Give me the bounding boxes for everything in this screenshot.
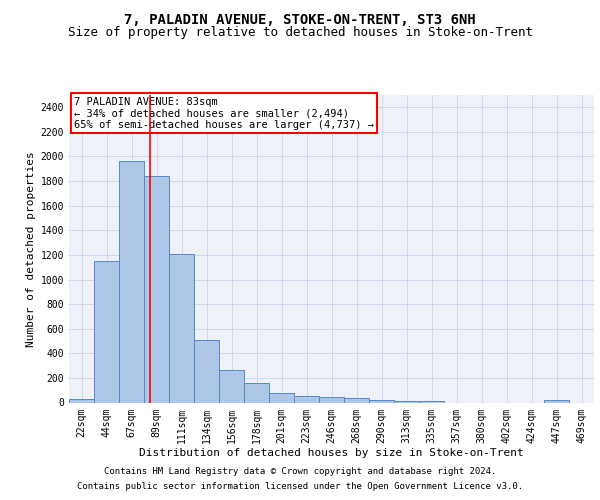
Text: Size of property relative to detached houses in Stoke-on-Trent: Size of property relative to detached ho… <box>67 26 533 39</box>
Bar <box>344 398 369 402</box>
Bar <box>69 399 94 402</box>
Bar <box>119 162 144 402</box>
Bar <box>269 392 294 402</box>
Text: Contains public sector information licensed under the Open Government Licence v3: Contains public sector information licen… <box>77 482 523 491</box>
Bar <box>194 340 219 402</box>
Y-axis label: Number of detached properties: Number of detached properties <box>26 151 37 346</box>
Bar <box>94 261 119 402</box>
Bar <box>169 254 194 402</box>
Text: Contains HM Land Registry data © Crown copyright and database right 2024.: Contains HM Land Registry data © Crown c… <box>104 467 496 476</box>
Bar <box>394 400 419 402</box>
Bar <box>369 400 394 402</box>
Bar <box>219 370 244 402</box>
Bar <box>319 397 344 402</box>
Text: 7 PALADIN AVENUE: 83sqm
← 34% of detached houses are smaller (2,494)
65% of semi: 7 PALADIN AVENUE: 83sqm ← 34% of detache… <box>74 96 374 130</box>
Bar <box>294 396 319 402</box>
X-axis label: Distribution of detached houses by size in Stoke-on-Trent: Distribution of detached houses by size … <box>139 448 524 458</box>
Bar <box>244 384 269 402</box>
Text: 7, PALADIN AVENUE, STOKE-ON-TRENT, ST3 6NH: 7, PALADIN AVENUE, STOKE-ON-TRENT, ST3 6… <box>124 12 476 26</box>
Bar <box>144 176 169 402</box>
Bar <box>544 400 569 402</box>
